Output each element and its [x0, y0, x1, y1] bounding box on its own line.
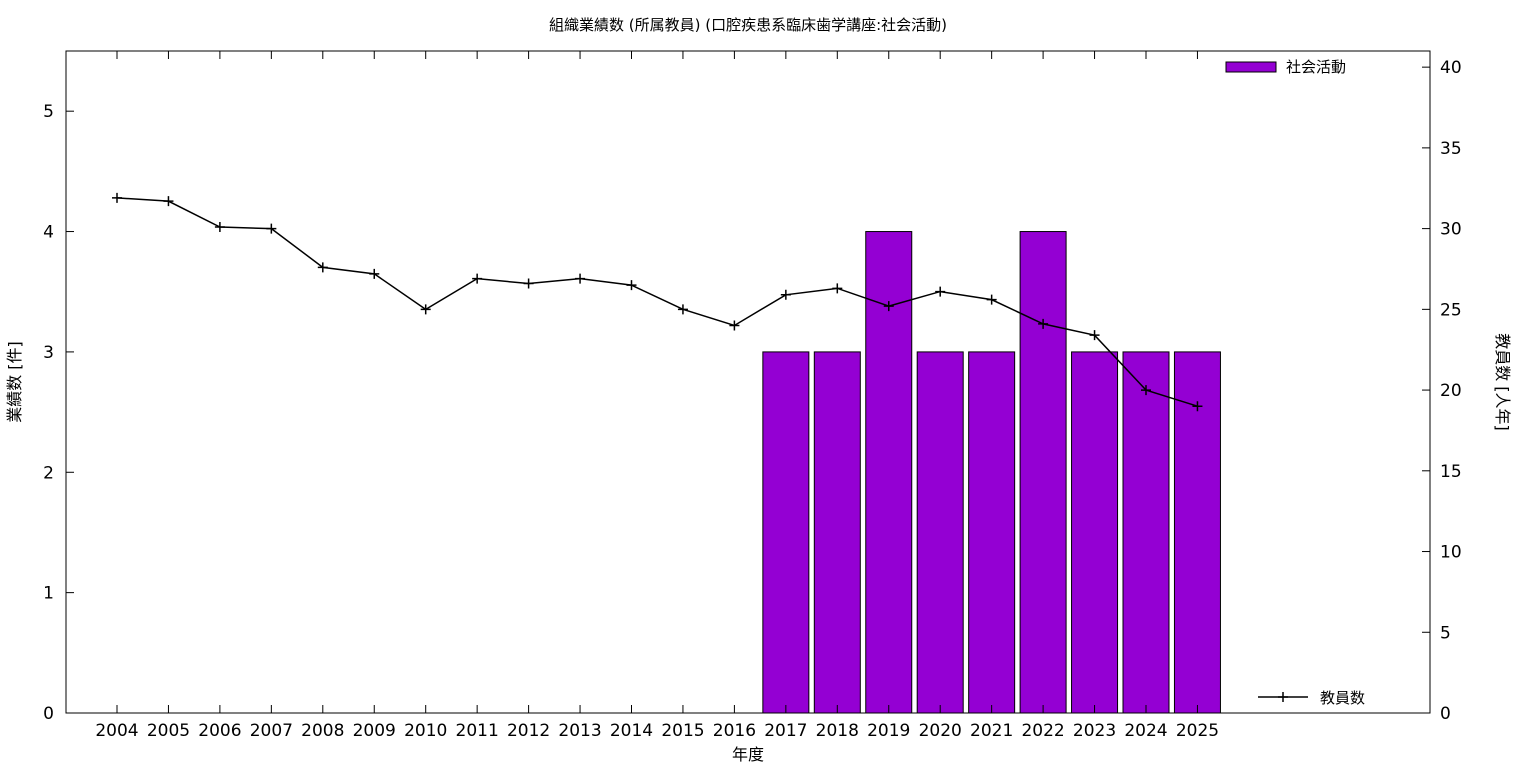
- legend-line-label: 教員数: [1320, 689, 1365, 707]
- point-2009: [369, 268, 380, 279]
- x-tick-label: 2024: [1124, 721, 1167, 741]
- point-2019: [883, 301, 894, 312]
- point-2007: [266, 223, 277, 234]
- point-2008: [317, 262, 328, 273]
- x-tick-label: 2022: [1021, 721, 1064, 741]
- x-tick-label: 2017: [764, 721, 807, 741]
- legend-line-marker: [1278, 692, 1288, 702]
- y2-tick-label: 20: [1440, 381, 1462, 401]
- point-2017: [780, 289, 791, 300]
- point-2025: [1192, 401, 1203, 412]
- x-tick-label: 2020: [919, 721, 962, 741]
- point-2021: [986, 294, 997, 305]
- legend-bar-swatch: [1225, 61, 1277, 73]
- y2-tick-label: 25: [1440, 300, 1462, 320]
- y2-tick-label: 5: [1440, 623, 1451, 643]
- point-2006: [214, 221, 225, 232]
- legend-bars: 社会活動: [1225, 58, 1346, 76]
- bar-2023: [1071, 351, 1119, 714]
- point-2011: [472, 273, 483, 284]
- y-axis-right: 0 5 10 15 20 25 30 35 40: [1422, 58, 1462, 724]
- y-tick-label: 0: [43, 704, 54, 724]
- point-2023: [1089, 330, 1100, 341]
- x-tick-label: 2006: [198, 721, 241, 741]
- point-2020: [935, 286, 946, 297]
- y2-tick-label: 40: [1440, 58, 1462, 78]
- x-axis-title: 年度: [732, 745, 764, 764]
- x-axis: 2004 2005 2006 2007 2008 2009 2010 2011 2012 2013…: [95, 51, 1219, 741]
- bar-2022: [1019, 231, 1067, 714]
- series-line-teachers: [116, 197, 1198, 407]
- y-axis-left: 0 1 2 3 4 5: [43, 102, 74, 724]
- bar-2019: [865, 231, 913, 714]
- x-tick-label: 2007: [250, 721, 293, 741]
- y-tick-label: 3: [43, 343, 54, 363]
- point-2018: [832, 283, 843, 294]
- bar-2018: [813, 351, 861, 714]
- x-tick-label: 2005: [147, 721, 190, 741]
- y2-tick-label: 0: [1440, 704, 1451, 724]
- legend-line: 教員数: [1258, 689, 1365, 707]
- y2-axis-title: 教員数 [人年]: [1493, 333, 1512, 431]
- y2-tick-label: 35: [1440, 139, 1462, 159]
- x-tick-label: 2023: [1073, 721, 1116, 741]
- x-tick-label: 2015: [661, 721, 704, 741]
- point-2016: [729, 320, 740, 331]
- bar-2021: [968, 351, 1016, 714]
- x-tick-label: 2009: [353, 721, 396, 741]
- y2-tick-label: 10: [1440, 543, 1462, 563]
- bar-2017: [762, 351, 810, 714]
- bar-2020: [916, 351, 964, 714]
- point-2013: [575, 273, 586, 284]
- x-tick-label: 2012: [507, 721, 550, 741]
- x-tick-label: 2011: [456, 721, 499, 741]
- x-tick-label: 2013: [558, 721, 601, 741]
- point-2014: [626, 280, 637, 291]
- chart-title: 組織業績数 (所属教員) (口腔疾患系臨床歯学講座:社会活動): [549, 16, 947, 34]
- x-tick-label: 2004: [95, 721, 138, 741]
- x-tick-label: 2025: [1176, 721, 1219, 741]
- y2-tick-label: 30: [1440, 220, 1462, 240]
- y-tick-label: 5: [43, 102, 54, 122]
- y-axis-title: 業績数 [件]: [5, 341, 24, 423]
- point-2005: [163, 196, 174, 207]
- x-tick-label: 2019: [867, 721, 910, 741]
- y-tick-label: 2: [43, 463, 54, 483]
- legend-bar-label: 社会活動: [1286, 58, 1346, 76]
- y-tick-label: 4: [43, 223, 54, 243]
- point-2004: [112, 192, 122, 203]
- point-2012: [523, 278, 534, 289]
- point-2024: [1141, 385, 1151, 396]
- point-2010: [420, 304, 431, 315]
- y2-tick-label: 15: [1440, 462, 1462, 482]
- x-tick-label: 2016: [713, 721, 756, 741]
- x-tick-label: 2021: [970, 721, 1013, 741]
- x-tick-label: 2018: [816, 721, 859, 741]
- y-tick-label: 1: [43, 584, 54, 604]
- x-tick-label: 2010: [404, 721, 447, 741]
- point-2015: [677, 304, 688, 315]
- x-tick-label: 2014: [610, 721, 653, 741]
- point-2022: [1038, 318, 1049, 329]
- bars-layer: [762, 231, 1221, 714]
- line-layer: [112, 192, 1203, 412]
- x-tick-label: 2008: [301, 721, 344, 741]
- bar-2024: [1122, 351, 1170, 714]
- plot-frame: [65, 50, 1431, 714]
